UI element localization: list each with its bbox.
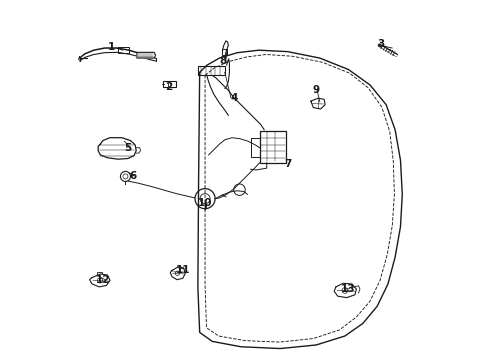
Text: 1: 1 bbox=[108, 42, 115, 52]
Text: 2: 2 bbox=[165, 82, 172, 92]
Text: 7: 7 bbox=[283, 159, 291, 169]
Text: 6: 6 bbox=[129, 171, 137, 181]
Bar bbox=[259, 131, 286, 163]
Text: 5: 5 bbox=[124, 143, 131, 153]
Text: 13: 13 bbox=[341, 284, 355, 294]
Text: 10: 10 bbox=[198, 198, 212, 208]
Text: 12: 12 bbox=[95, 275, 110, 285]
Text: 3: 3 bbox=[376, 40, 384, 49]
Text: 9: 9 bbox=[312, 85, 319, 95]
Text: 11: 11 bbox=[176, 265, 190, 275]
Bar bbox=[222, 49, 226, 55]
Bar bbox=[198, 66, 224, 75]
Bar bbox=[250, 138, 260, 157]
Text: 4: 4 bbox=[229, 93, 237, 103]
Bar bbox=[163, 81, 175, 87]
Text: 8: 8 bbox=[219, 56, 226, 66]
Polygon shape bbox=[137, 52, 155, 58]
